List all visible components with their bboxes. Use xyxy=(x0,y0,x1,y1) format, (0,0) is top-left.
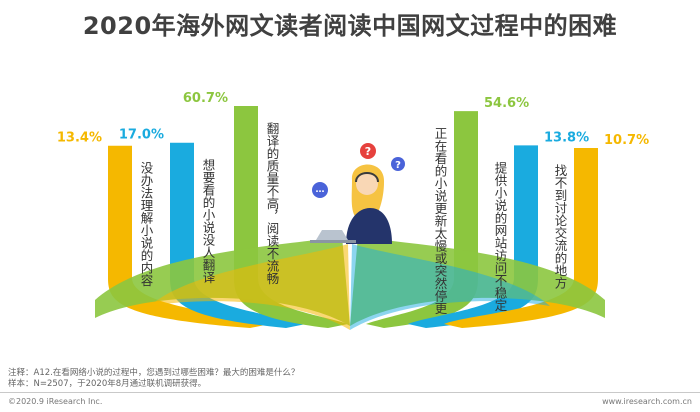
note-sample: 样本：N=2507，于2020年8月通过联机调研获得。 xyxy=(8,379,207,389)
footer-website: www.iresearch.com.cn xyxy=(602,397,692,406)
reader-illustration: ? ? … xyxy=(310,143,405,244)
value-label-1: 13.4% xyxy=(57,131,102,146)
bar-6 xyxy=(444,148,598,328)
question-bubble-blue xyxy=(391,157,405,171)
book-right-page-inner xyxy=(350,244,550,330)
reader-face xyxy=(356,173,378,195)
chart-title: 2020年海外网文读者阅读中国网文过程中的困难 xyxy=(82,12,618,40)
bar-5 xyxy=(408,145,538,328)
bar-1 xyxy=(108,145,270,328)
category-label-2: 想要看的小说没人翻译 xyxy=(201,158,216,285)
question-bubble-red xyxy=(360,143,376,159)
category-label-3: 翻译的质量不高，阅读不流畅 xyxy=(265,122,280,285)
laptop-base xyxy=(310,240,356,243)
labels-layer: 13.4% 没办法理解小说的内容 17.0% 想要看的小说没人翻译 60.7% 翻译的质量… xyxy=(57,91,649,315)
reader-body xyxy=(346,208,392,244)
value-label-6: 10.7% xyxy=(604,133,649,148)
value-label-4: 54.6% xyxy=(484,96,529,111)
svg-text:?: ? xyxy=(395,160,401,171)
book-illustration xyxy=(95,236,605,330)
book-left-page-inner xyxy=(150,244,350,330)
value-label-5: 13.8% xyxy=(544,130,589,145)
value-label-2: 17.0% xyxy=(119,128,164,143)
footer-copyright: ©2020.9 iResearch Inc. xyxy=(8,397,103,406)
speech-bubble-blue xyxy=(312,182,328,198)
bars-layer xyxy=(108,106,598,329)
laptop xyxy=(316,230,348,240)
svg-text:…: … xyxy=(316,185,325,195)
category-label-1: 没办法理解小说的内容 xyxy=(139,161,154,288)
note-question: 注释：A12.在看网络小说的过程中，您遇到过哪些困难？最大的困难是什么？ xyxy=(8,368,300,378)
category-label-5: 提供小说的网站访问不稳定 xyxy=(493,160,508,312)
reader-headset xyxy=(355,172,379,183)
svg-text:?: ? xyxy=(365,145,371,158)
footer-divider xyxy=(0,392,700,393)
bar-2 xyxy=(170,142,306,328)
category-label-4: 正在看的小说更新太慢或突然停更 xyxy=(433,127,448,315)
category-label-6: 找不到讨论交流的地方 xyxy=(553,164,568,290)
value-label-3: 60.7% xyxy=(183,91,228,106)
bar-4 xyxy=(366,111,478,329)
bar-3 xyxy=(234,106,348,328)
